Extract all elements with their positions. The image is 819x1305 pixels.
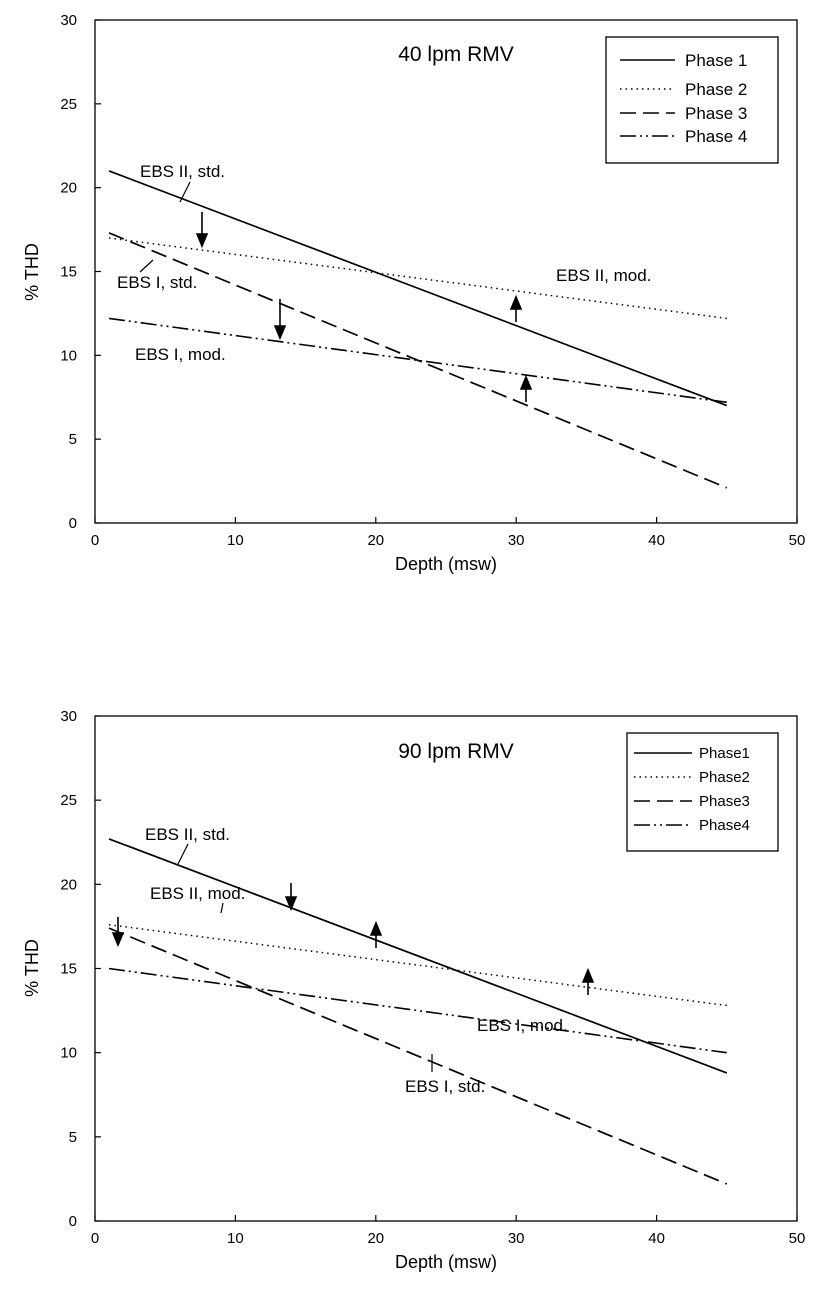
legend-label-phase3: Phase3 <box>699 793 750 810</box>
annotation-leader-ebs-ii-mod <box>220 902 224 914</box>
y-axis-ticks: 0 5 10 15 20 25 30 <box>60 708 101 1230</box>
change-arrows <box>195 212 533 402</box>
arrow-up-phase3-to-phase4 <box>369 920 383 948</box>
y-tick-label: 30 <box>60 12 77 29</box>
x-axis-label: Depth (msw) <box>395 1252 497 1272</box>
annotation-ebs-i-mod: EBS I, mod. <box>477 1016 568 1035</box>
legend-label-phase4: Phase4 <box>699 817 750 834</box>
annotations: EBS II, std. EBS II, mod. EBS I, mod. EB… <box>145 825 568 1096</box>
y-tick-label: 25 <box>60 96 77 113</box>
legend-label-phase1: Phase1 <box>699 745 750 762</box>
legend-label-phase-1: Phase 1 <box>685 51 747 70</box>
series-line-phase3 <box>108 927 728 1185</box>
chart-90-lpm: 0 10 20 30 40 50 0 5 10 15 20 25 30 Depth (msw) % T… <box>22 708 805 1272</box>
legend-label-phase-3: Phase 3 <box>685 104 747 123</box>
arrow-down-phase1-to-phase2 <box>284 883 298 912</box>
chart-title: 40 lpm RMV <box>398 43 514 66</box>
annotation-ebs-ii-mod: EBS II, mod. <box>556 266 651 285</box>
arrow-down-phase3-to-phase4 <box>273 299 287 341</box>
series-line-phase1 <box>108 838 728 1074</box>
x-axis-ticks: 0 10 20 30 40 50 <box>91 1215 806 1247</box>
y-tick-label: 10 <box>60 1045 77 1062</box>
x-axis-label: Depth (msw) <box>395 554 497 574</box>
series-line-phase-3 <box>108 232 728 489</box>
annotation-leader-ebs-ii-std <box>179 181 191 203</box>
arrow-up-phase3-to-phase4 <box>519 374 533 402</box>
x-tick-label: 30 <box>508 1230 525 1247</box>
y-tick-label: 20 <box>60 876 77 893</box>
annotation-ebs-ii-mod: EBS II, mod. <box>150 884 245 903</box>
x-tick-label: 10 <box>227 532 244 549</box>
chart-title: 90 lpm RMV <box>398 740 514 763</box>
legend: Phase1 Phase2 Phase3 Phase4 <box>626 732 779 852</box>
annotation-leader-ebs-ii-std <box>177 843 189 865</box>
arrow-up-phase1-to-phase2 <box>581 967 595 995</box>
y-tick-label: 0 <box>69 1213 77 1230</box>
x-tick-label: 10 <box>227 1230 244 1247</box>
legend: Phase 1 Phase 2 Phase 3 Phase 4 <box>605 36 779 164</box>
annotation-ebs-i-mod: EBS I, mod. <box>135 345 226 364</box>
y-tick-label: 10 <box>60 347 77 364</box>
x-tick-label: 50 <box>789 532 806 549</box>
legend-label-phase-2: Phase 2 <box>685 80 747 99</box>
y-axis-ticks: 0 5 10 15 20 25 30 <box>60 12 101 532</box>
x-tick-label: 30 <box>508 532 525 549</box>
x-axis-ticks: 0 10 20 30 40 50 <box>91 517 806 549</box>
x-tick-label: 0 <box>91 532 99 549</box>
x-tick-label: 40 <box>648 532 665 549</box>
y-tick-label: 15 <box>60 264 77 281</box>
legend-box <box>605 36 779 164</box>
arrow-down-phase3-to-phase4 <box>111 917 125 948</box>
series-layer <box>108 170 728 489</box>
change-arrows <box>111 883 595 995</box>
y-tick-label: 15 <box>60 961 77 978</box>
arrow-up-phase1-to-phase2 <box>509 294 523 322</box>
x-tick-label: 20 <box>367 532 384 549</box>
annotation-ebs-i-std: EBS I, std. <box>405 1077 485 1096</box>
series-line-phase2 <box>108 923 727 1007</box>
annotation-ebs-ii-std: EBS II, std. <box>140 162 225 181</box>
legend-label-phase-4: Phase 4 <box>685 127 747 146</box>
y-tick-label: 30 <box>60 708 77 725</box>
series-line-phase4 <box>108 967 727 1054</box>
legend-label-phase2: Phase2 <box>699 769 750 786</box>
annotations: EBS II, std. EBS I, std. EBS I, mod. EBS… <box>117 162 651 364</box>
annotation-leader-ebs-i-std <box>139 259 154 273</box>
y-tick-label: 0 <box>69 515 77 532</box>
y-tick-label: 5 <box>69 1129 77 1146</box>
x-tick-label: 40 <box>648 1230 665 1247</box>
chart-40-lpm: 0 10 20 30 40 50 0 5 10 15 20 25 30 Depth (msw) % T… <box>22 12 805 574</box>
x-tick-label: 20 <box>367 1230 384 1247</box>
x-tick-label: 0 <box>91 1230 99 1247</box>
x-tick-label: 50 <box>789 1230 806 1247</box>
y-tick-label: 20 <box>60 180 77 197</box>
series-line-phase-1 <box>108 170 728 407</box>
series-layer <box>108 838 728 1185</box>
arrow-down-phase1-to-phase2 <box>195 212 209 249</box>
y-tick-label: 5 <box>69 431 77 448</box>
y-axis-label: % THD <box>22 243 42 301</box>
annotation-ebs-ii-std: EBS II, std. <box>145 825 230 844</box>
annotation-ebs-i-std: EBS I, std. <box>117 273 197 292</box>
y-axis-label: % THD <box>22 939 42 997</box>
series-line-phase-4 <box>108 317 727 404</box>
y-tick-label: 25 <box>60 792 77 809</box>
